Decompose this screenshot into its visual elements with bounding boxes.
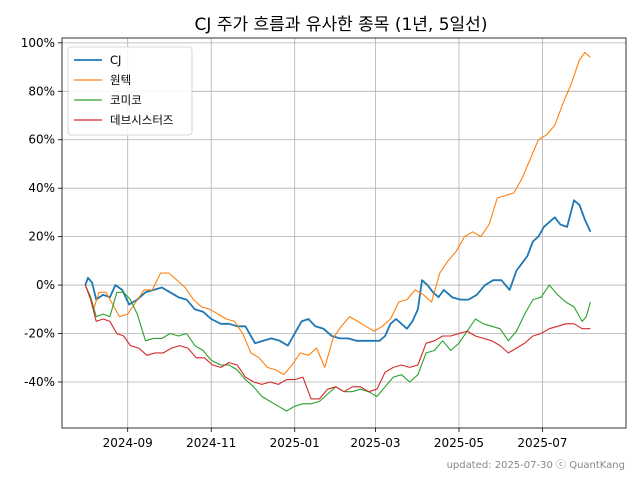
y-tick-label: 40% xyxy=(28,181,55,195)
y-tick-label: 60% xyxy=(28,133,55,147)
series-layer xyxy=(84,51,592,412)
x-tick-label: 2024-09 xyxy=(103,436,153,450)
legend-label: CJ xyxy=(110,53,121,67)
legend-box xyxy=(67,46,193,136)
x-tick-label: 2024-11 xyxy=(186,436,236,450)
footer-updated: updated: 2025-07-30 ⓒ QuantKang xyxy=(447,459,625,471)
y-tick-label: 100% xyxy=(21,36,55,50)
x-tick-label: 2025-01 xyxy=(270,436,320,450)
y-tick-label: 80% xyxy=(28,84,55,98)
x-tick-label: 2025-07 xyxy=(517,436,567,450)
axes: -40% -20% 0% 20% 40% 60% 80% 100% 2024-09 2024-11… xyxy=(21,36,627,450)
x-tick-label: 2025-03 xyxy=(350,436,400,450)
y-tick-label: 0% xyxy=(36,278,55,292)
series-line-3 xyxy=(84,284,591,412)
legend-label: 코미코 xyxy=(110,93,142,107)
legend-label: 데브시스터즈 xyxy=(110,113,173,127)
series-line-2 xyxy=(84,51,591,376)
grid-lines xyxy=(62,38,626,428)
legend-label: 원텍 xyxy=(110,73,131,87)
x-tick-label: 2025-05 xyxy=(434,436,484,450)
plot-frame xyxy=(61,37,627,429)
series-line-4 xyxy=(84,284,591,400)
chart-title: CJ 주가 흐름과 유사한 종목 (1년, 5일선) xyxy=(195,15,488,35)
y-tick-label: 20% xyxy=(28,230,55,244)
y-tick-label: -40% xyxy=(24,375,55,389)
y-tick-label: -20% xyxy=(24,327,55,341)
series-line-1 xyxy=(84,199,592,347)
